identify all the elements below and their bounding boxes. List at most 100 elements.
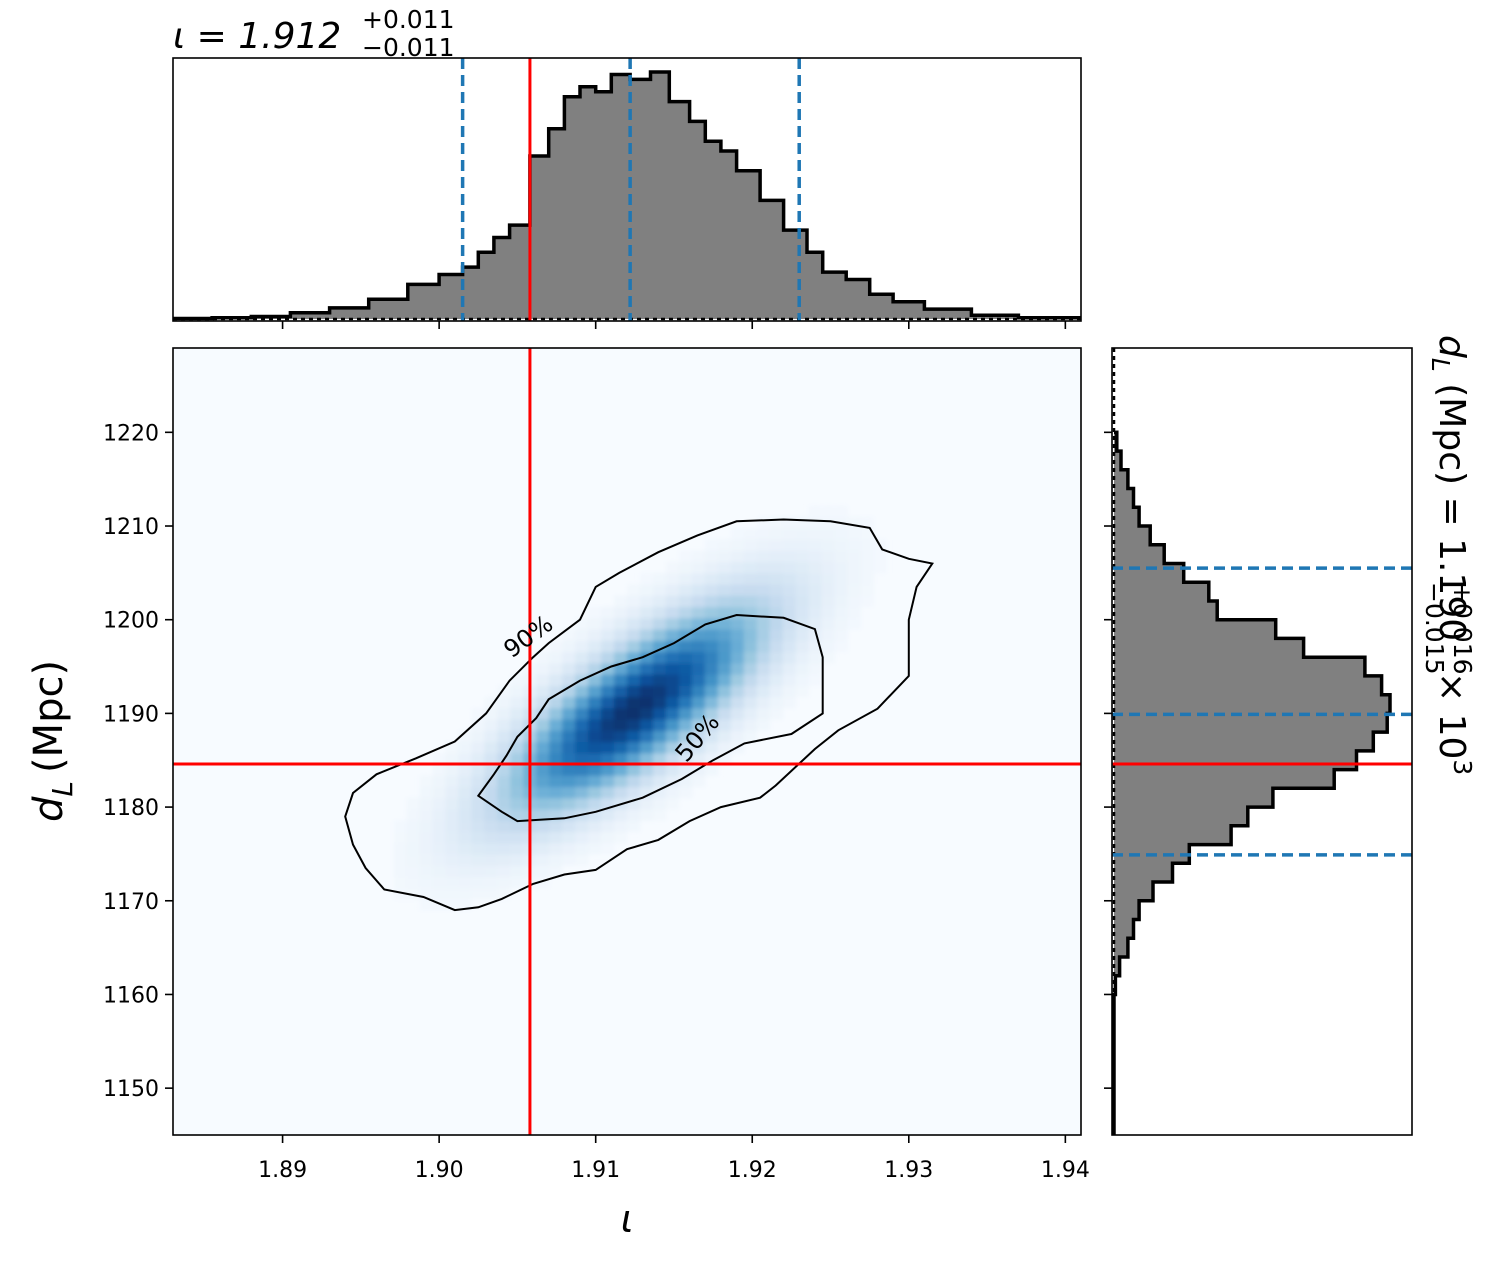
marginal-x-bar (689, 121, 706, 320)
heatmap-cell (549, 707, 563, 720)
heatmap-cell (717, 685, 732, 698)
heatmap-cell (419, 808, 434, 821)
heatmap-cell (808, 584, 823, 596)
marginal-y-bar (1114, 750, 1357, 771)
heatmap-cell (821, 572, 836, 585)
marginal-x-bar (650, 72, 670, 319)
heatmap-cell (873, 550, 888, 563)
heatmap-cell (575, 662, 589, 675)
heatmap-cell (665, 561, 680, 574)
heatmap-cell (652, 786, 667, 799)
heatmap-cell (782, 617, 797, 630)
heatmap-cell (860, 561, 875, 574)
heatmap-cell (419, 876, 434, 889)
heatmap-cell (471, 786, 485, 799)
heatmap-cell (614, 662, 628, 675)
heatmap-cell (756, 527, 771, 540)
heatmap-cell (782, 595, 797, 608)
contour-50 (476, 613, 824, 823)
heatmap-cell (575, 696, 589, 709)
heatmap-cell (678, 651, 693, 664)
heatmap-cell (782, 685, 797, 698)
heatmap-cell (652, 640, 667, 653)
heatmap-cell (484, 887, 498, 900)
heatmap-cell (562, 752, 576, 765)
heatmap-cell (717, 617, 732, 630)
marginal-y-bar (1114, 600, 1218, 621)
heatmap-cell (627, 775, 641, 788)
marginal-x-bar (462, 267, 479, 319)
heatmap-cell (847, 617, 862, 630)
heatmap-cell (769, 651, 784, 664)
heatmap-cell (549, 865, 563, 878)
heatmap-cell (691, 719, 706, 731)
heatmap-cell (795, 572, 810, 585)
heatmap-cell (691, 696, 706, 709)
heatmap-cell (795, 651, 810, 664)
heatmap-cell (536, 786, 550, 799)
heatmap-cell (575, 842, 589, 855)
heatmap-cell (756, 617, 771, 630)
heatmap-cell (471, 842, 485, 855)
heatmap-cell (652, 719, 667, 731)
heatmap-cell (536, 719, 550, 731)
heatmap-cell (665, 584, 680, 596)
heatmap-cell (652, 662, 667, 675)
heatmap-cell (743, 674, 758, 686)
heatmap-cell (601, 842, 615, 855)
heatmap-cell (627, 629, 641, 641)
marginal-x-bar (611, 74, 631, 319)
heatmap-cell (730, 561, 745, 574)
heatmap-cell (652, 572, 667, 585)
heatmap-cell (795, 527, 810, 540)
contour-90 (344, 518, 934, 912)
marginal-x-bar (705, 141, 722, 319)
heatmap-cell (419, 831, 434, 844)
heatmap-cell (847, 572, 862, 585)
heatmap-cell (471, 876, 485, 889)
heatmap-cell (588, 752, 602, 765)
heatmap-cell (510, 831, 524, 844)
heatmap-cell (471, 719, 485, 731)
x-tick-label: 1.91 (571, 1158, 620, 1183)
marginal-x-bar (478, 252, 495, 319)
heatmap-cell (601, 651, 615, 664)
heatmap-cell (406, 820, 421, 833)
heatmap-cell (445, 741, 459, 754)
heatmap-cell (717, 707, 732, 720)
heatmap-cell (484, 808, 498, 821)
heatmap-cell (639, 696, 654, 709)
heatmap-cell (808, 539, 823, 551)
heatmap-cell (575, 707, 589, 720)
heatmap-cell (730, 527, 745, 540)
heatmap-cell (614, 719, 628, 731)
heatmap-cell (639, 707, 654, 720)
heatmap-cell (549, 741, 563, 754)
heatmap-cell (575, 730, 589, 743)
heatmap-cell (678, 617, 693, 630)
heatmap-cell (665, 752, 680, 765)
heatmap-cell (821, 584, 836, 596)
heatmap-cell (471, 853, 485, 866)
heatmap-cell (536, 775, 550, 788)
heatmap-cell (393, 865, 408, 878)
heatmap-cell (575, 797, 589, 810)
heatmap-cell (406, 876, 421, 889)
heatmap-cell (471, 820, 485, 833)
heatmap-cell (575, 640, 589, 653)
heatmap-cell (639, 629, 654, 641)
heatmap-cell (614, 640, 628, 653)
heatmap-cell (562, 685, 576, 698)
heatmap-cell (536, 707, 550, 720)
heatmap-cell (458, 876, 472, 889)
heatmap-cell (730, 719, 745, 731)
heatmap-cell (730, 662, 745, 675)
heatmap-cell (795, 629, 810, 641)
heatmap-cell (652, 696, 667, 709)
heatmap-cell (704, 584, 719, 596)
heatmap-cell (627, 651, 641, 664)
heatmap-cell (601, 685, 615, 698)
heatmap-cell (536, 651, 550, 664)
heatmap-cell (665, 617, 680, 630)
heatmap-cell (471, 865, 485, 878)
